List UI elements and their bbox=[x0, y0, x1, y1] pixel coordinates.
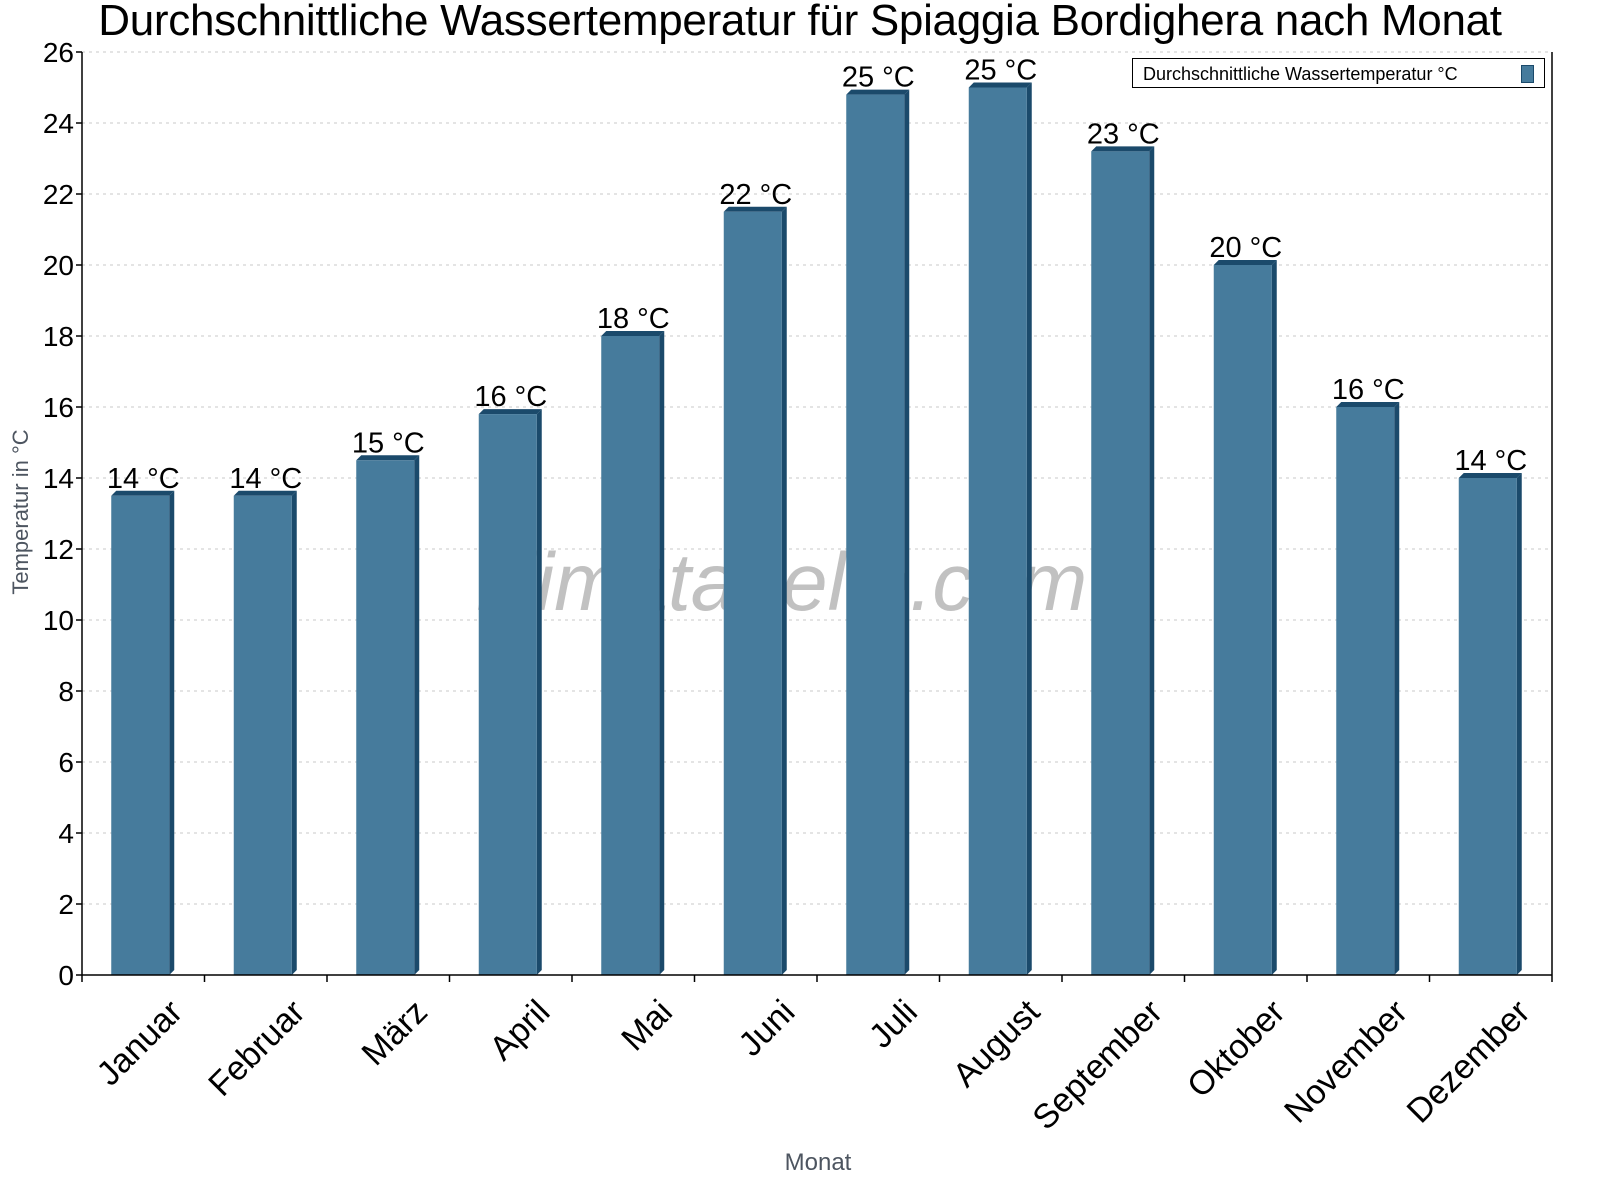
y-tick-label: 18 bbox=[43, 321, 74, 352]
x-tick-label: Oktober bbox=[1180, 993, 1292, 1105]
bar-value-label: 20 °C bbox=[1209, 232, 1282, 264]
y-tick-label: 10 bbox=[43, 605, 74, 636]
y-tick-label: 6 bbox=[58, 747, 74, 778]
bar-value-label: 25 °C bbox=[964, 55, 1037, 87]
bar-value-label: 14 °C bbox=[229, 463, 302, 495]
bar-januar: 14 °C bbox=[107, 463, 180, 975]
bar-value-label: 16 °C bbox=[1332, 374, 1405, 406]
y-tick-label: 26 bbox=[43, 37, 74, 68]
bar-value-label: 14 °C bbox=[107, 463, 180, 495]
x-tick-label: August bbox=[946, 992, 1048, 1094]
bar-value-label: 14 °C bbox=[1454, 445, 1527, 477]
x-tick-label: April bbox=[482, 993, 557, 1068]
bar-value-label: 25 °C bbox=[842, 62, 915, 94]
bar-februar: 14 °C bbox=[229, 463, 302, 975]
bar-dezember: 14 °C bbox=[1454, 445, 1527, 975]
y-tick-label: 2 bbox=[58, 889, 74, 920]
y-tick-label: 24 bbox=[43, 108, 74, 139]
chart-title: Durchschnittliche Wassertemperatur für S… bbox=[98, 0, 1502, 45]
x-tick-label: Juni bbox=[731, 993, 802, 1064]
bar-value-label: 16 °C bbox=[474, 381, 547, 413]
bar-value-label: 18 °C bbox=[597, 303, 670, 335]
y-tick-label: 22 bbox=[43, 179, 74, 210]
y-tick-label: 0 bbox=[58, 960, 74, 991]
bar-september: 23 °C bbox=[1087, 118, 1160, 975]
legend-label: Durchschnittliche Wassertemperatur °C bbox=[1143, 64, 1458, 84]
legend-swatch-icon bbox=[1521, 65, 1534, 83]
x-tick-label: Juli bbox=[862, 993, 925, 1056]
x-tick-label: Mai bbox=[614, 993, 680, 1059]
bar-juni: 22 °C bbox=[719, 179, 792, 975]
x-axis-ticks: Januar Februar März April Mai Juni Juli AugustS… bbox=[81, 975, 1553, 1137]
y-axis-title: Temperatur in °C bbox=[8, 429, 33, 594]
y-tick-label: 14 bbox=[43, 463, 74, 494]
x-tick-label: September bbox=[1025, 993, 1169, 1137]
axes bbox=[81, 52, 1553, 976]
bar-mai: 18 °C bbox=[597, 303, 670, 975]
x-tick-label: Dezember bbox=[1400, 993, 1538, 1131]
x-tick-label: März bbox=[355, 993, 435, 1073]
bars: 14 °C 14 °C 15 °C 16 °C 18 °C 22 °C 25 °C 25 °C… bbox=[107, 55, 1527, 976]
bar-oktober: 20 °C bbox=[1209, 232, 1282, 975]
bar-august: 25 °C bbox=[964, 55, 1037, 975]
gridlines bbox=[82, 51, 1552, 905]
bar-november: 16 °C bbox=[1332, 374, 1405, 975]
x-tick-label: November bbox=[1277, 993, 1415, 1131]
bar-value-label: 23 °C bbox=[1087, 118, 1160, 150]
y-tick-label: 12 bbox=[43, 534, 74, 565]
bar-value-label: 15 °C bbox=[352, 427, 425, 459]
bar-märz: 15 °C bbox=[352, 427, 425, 975]
legend: Durchschnittliche Wassertemperatur °C bbox=[1132, 58, 1545, 88]
x-tick-label: Januar bbox=[89, 993, 189, 1093]
x-axis-title: Monat bbox=[785, 1149, 852, 1176]
y-tick-label: 8 bbox=[58, 676, 74, 707]
bar-value-label: 22 °C bbox=[719, 179, 792, 211]
bar-juli: 25 °C bbox=[842, 62, 915, 976]
bar-april: 16 °C bbox=[474, 381, 547, 976]
y-tick-label: 16 bbox=[43, 392, 74, 423]
y-tick-label: 4 bbox=[58, 818, 74, 849]
y-tick-label: 20 bbox=[43, 250, 74, 281]
x-tick-label: Februar bbox=[201, 993, 312, 1104]
